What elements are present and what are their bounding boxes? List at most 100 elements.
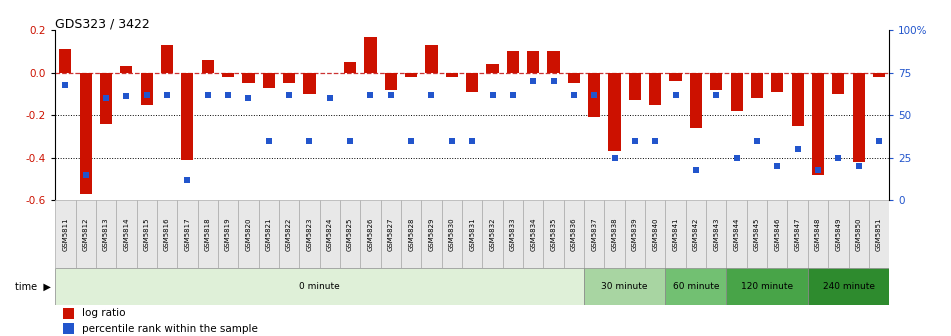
Point <box>831 155 846 160</box>
Bar <box>730 73 743 111</box>
Text: GSM5838: GSM5838 <box>611 217 617 251</box>
Bar <box>425 45 437 73</box>
Bar <box>767 200 787 268</box>
Bar <box>666 268 727 305</box>
Text: GSM5811: GSM5811 <box>63 217 68 251</box>
Bar <box>666 200 686 268</box>
Text: GSM5837: GSM5837 <box>592 217 597 251</box>
Bar <box>55 268 584 305</box>
Bar <box>446 73 458 77</box>
Bar <box>218 200 239 268</box>
Point <box>708 92 724 97</box>
Point <box>160 92 175 97</box>
Text: GSM5840: GSM5840 <box>652 217 658 251</box>
Bar <box>283 73 295 83</box>
Bar <box>300 200 320 268</box>
Bar <box>564 200 584 268</box>
Bar <box>157 200 177 268</box>
Text: GSM5818: GSM5818 <box>204 217 211 251</box>
Bar <box>727 200 747 268</box>
Bar <box>650 73 661 104</box>
Text: GSM5835: GSM5835 <box>551 217 556 251</box>
Point <box>322 95 338 101</box>
Bar <box>360 200 380 268</box>
Bar <box>262 73 275 88</box>
Bar <box>64 307 74 319</box>
Point <box>648 138 663 143</box>
Bar <box>689 73 702 128</box>
Text: GSM5842: GSM5842 <box>693 217 699 251</box>
Bar <box>222 73 234 77</box>
Bar <box>141 73 153 104</box>
Point <box>505 92 520 97</box>
Text: log ratio: log ratio <box>82 308 126 319</box>
Bar <box>791 73 804 126</box>
Bar <box>80 73 92 194</box>
Point <box>58 82 73 87</box>
Bar <box>401 200 421 268</box>
Text: time  ▶: time ▶ <box>14 282 50 292</box>
Bar <box>527 51 539 73</box>
Text: GSM5826: GSM5826 <box>367 217 374 251</box>
Text: GSM5823: GSM5823 <box>306 217 313 251</box>
Bar <box>869 200 889 268</box>
Bar <box>629 73 641 100</box>
Text: GSM5829: GSM5829 <box>429 217 435 251</box>
Point <box>749 138 765 143</box>
Bar <box>771 73 784 92</box>
Text: GSM5813: GSM5813 <box>103 217 109 251</box>
Point <box>241 95 256 101</box>
Point <box>342 138 358 143</box>
Bar <box>364 37 377 73</box>
Bar <box>462 200 482 268</box>
Bar <box>239 200 259 268</box>
Bar <box>852 73 864 162</box>
Bar <box>482 200 503 268</box>
Point <box>119 94 134 99</box>
Text: GSM5848: GSM5848 <box>815 217 821 251</box>
Bar <box>243 73 255 83</box>
Text: GSM5850: GSM5850 <box>856 217 862 251</box>
Point <box>221 92 236 97</box>
Bar <box>279 200 300 268</box>
Point <box>668 92 683 97</box>
Bar <box>137 200 157 268</box>
Text: 120 minute: 120 minute <box>741 282 793 291</box>
Bar <box>64 323 74 334</box>
Bar <box>120 66 132 73</box>
Text: GSM5846: GSM5846 <box>774 217 781 251</box>
Bar <box>686 200 706 268</box>
Bar <box>873 73 885 77</box>
Text: GSM5839: GSM5839 <box>631 217 638 251</box>
Text: 60 minute: 60 minute <box>672 282 719 291</box>
Text: GSM5841: GSM5841 <box>672 217 679 251</box>
Bar <box>503 200 523 268</box>
Text: 0 minute: 0 minute <box>300 282 340 291</box>
Text: GSM5849: GSM5849 <box>835 217 842 251</box>
Bar <box>548 51 559 73</box>
Point <box>871 138 886 143</box>
Bar <box>807 200 828 268</box>
Bar <box>55 200 75 268</box>
Bar <box>523 200 543 268</box>
Bar <box>507 51 519 73</box>
Bar <box>710 73 723 90</box>
Bar <box>812 73 825 175</box>
Bar <box>198 200 218 268</box>
Text: GSM5844: GSM5844 <box>733 217 740 251</box>
Point <box>729 155 745 160</box>
Point <box>444 138 459 143</box>
Bar <box>303 73 316 94</box>
Bar <box>116 200 137 268</box>
Point <box>281 92 297 97</box>
Bar <box>177 200 198 268</box>
Point <box>262 138 277 143</box>
Text: GSM5822: GSM5822 <box>286 217 292 251</box>
Bar <box>828 200 848 268</box>
Bar <box>568 73 580 83</box>
Bar <box>588 73 600 117</box>
Point <box>403 138 418 143</box>
Text: GSM5836: GSM5836 <box>571 217 577 251</box>
Text: GSM5834: GSM5834 <box>531 217 536 251</box>
Text: GSM5812: GSM5812 <box>83 217 88 251</box>
